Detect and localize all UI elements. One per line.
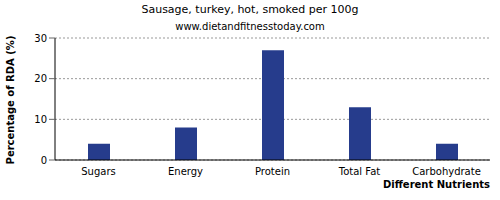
- svg-text:Total Fat: Total Fat: [338, 166, 380, 177]
- svg-text:Sugars: Sugars: [81, 166, 115, 177]
- svg-text:10: 10: [34, 114, 47, 125]
- html-text:www.dietandfitnesstoday.com: www.dietandfitnesstoday.com: [175, 21, 325, 32]
- html-text:Different Nutrients: Different Nutrients: [383, 179, 490, 190]
- html-text:Sausage, turkey, hot, smoked p: Sausage, turkey, hot, smoked per 100g: [141, 3, 359, 16]
- html-text:Percentage of RDA (%): Percentage of RDA (%): [4, 35, 16, 165]
- svg-text:Carbohydrate: Carbohydrate: [412, 166, 481, 177]
- svg-text:0: 0: [41, 155, 47, 166]
- svg-text:30: 30: [34, 33, 47, 44]
- svg-text:Protein: Protein: [255, 166, 290, 177]
- svg-text:Energy: Energy: [168, 166, 203, 177]
- svg-text:20: 20: [34, 73, 47, 84]
